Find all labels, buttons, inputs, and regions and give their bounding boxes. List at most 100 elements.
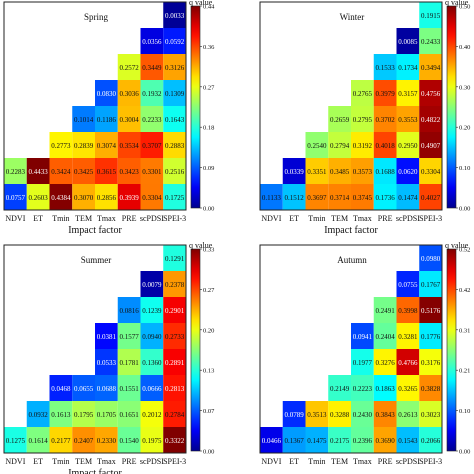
heatmap-cell [117,427,141,453]
x-tick-label: PRE [378,457,393,466]
cell-value-label: 0.0085 [398,38,418,46]
heatmap-cell [163,427,186,453]
colorbar-tick-label: 0.42 [459,287,470,294]
heatmap-cell [396,427,420,453]
heatmap-cell [72,427,95,453]
cell-value-label: 0.0533 [97,359,117,367]
cell-value-label: 0.1863 [376,385,396,393]
heatmap-cell [396,184,420,210]
panel-title: Winter [340,12,365,22]
cell-value-label: 0.0980 [421,255,441,263]
cell-value-label: 0.1915 [421,12,441,20]
colorbar-tick-label: 0.52 [459,247,470,254]
cell-value-label: 0.2891 [165,359,185,367]
cell-value-label: 0.3707 [142,142,162,150]
heatmap-cell [26,401,50,427]
heatmap-cell [373,375,397,401]
heatmap-cell [163,271,186,297]
heatmap-cell [396,158,420,184]
cell-value-label: 0.3304 [142,194,162,202]
cell-value-label: 0.1725 [165,194,185,202]
cell-value-label: 0.1977 [353,359,373,367]
cell-value-label: 0.3979 [376,90,396,98]
colorbar-tick-label: 0.07 [203,408,215,415]
x-tick-label: NDVI [5,457,25,466]
cell-value-label: 0.3423 [120,168,140,176]
heatmap-cell [373,401,397,427]
cell-value-label: 0.1614 [29,437,49,445]
x-tick-label: NDVI [261,214,281,223]
heatmap-cell [373,54,397,80]
heatmap-cell [351,158,374,184]
heatmap-cell [396,271,420,297]
heatmap-cell [49,158,73,184]
cell-value-label: 0.1613 [51,411,71,419]
heatmap-cell [4,427,27,453]
heatmap-cell [140,401,164,427]
cell-value-label: 0.1360 [142,359,162,367]
colorbar-label: q value [445,241,469,250]
cell-value-label: 0.4433 [29,168,49,176]
cell-value-label: 0.3573 [353,168,373,176]
heatmap-cell [373,349,397,375]
cell-value-label: 0.0666 [142,385,162,393]
heatmap-cell [305,184,329,210]
colorbar [446,5,457,209]
cell-value-label: 0.2149 [330,385,350,393]
heatmap-cell [4,184,27,210]
x-tick-label: ET [289,457,299,466]
heatmap-cell [396,132,420,158]
cell-value-label: 0.3304 [421,168,441,176]
cell-value-label: 0.2784 [165,411,185,419]
heatmap-cell [117,80,141,106]
cell-value-label: 0.3425 [74,168,94,176]
heatmap-cell [396,349,420,375]
heatmap-cell [396,375,420,401]
heatmap-cell [140,28,164,54]
heatmap-cell [419,349,442,375]
cell-value-label: 0.3276 [376,359,396,367]
cell-value-label: 0.3288 [330,411,350,419]
heatmap-cell [26,184,50,210]
heatmap-cell [26,427,50,453]
x-tick-label: TEM [75,214,92,223]
cell-value-label: 0.1533 [376,64,396,72]
x-tick-label: SPEI-3 [419,457,442,466]
heatmap-cell [49,375,73,401]
heatmap-panel-winter: 0.1915 0.0085 0.2433 0.1533 0.1734 0.3494 0.27… [259,0,470,236]
heatmap-cell [117,106,141,132]
cell-value-label: 0.1291 [165,255,185,263]
heatmap-cell [72,401,95,427]
heatmap-cell [373,184,397,210]
heatmap-cell [396,106,420,132]
cell-value-label: 0.2175 [330,437,350,445]
heatmap-cell [95,375,118,401]
heatmap-cell [328,106,351,132]
colorbar-tick-label: 0.00 [459,449,470,456]
cell-value-label: 0.2765 [353,90,373,98]
cell-value-label: 0.3828 [421,385,441,393]
colorbar-tick-label: 0.21 [459,368,470,375]
cell-value-label: 0.3714 [330,194,350,202]
cell-value-label: 0.3843 [376,411,396,419]
cell-value-label: 0.2066 [421,437,441,445]
heatmap-cell [140,106,164,132]
cell-value-label: 0.2540 [307,142,327,150]
heatmap-cell [95,427,118,453]
cell-value-label: 0.0339 [285,168,305,176]
heatmap-cell [351,80,374,106]
cell-value-label: 0.1767 [421,281,441,289]
colorbar-label: q value [189,0,213,7]
cell-value-label: 0.1781 [120,359,140,367]
cell-value-label: 0.2795 [353,116,373,124]
heatmap-cell [163,349,186,375]
cell-value-label: 0.1577 [120,333,140,341]
cell-value-label: 0.0789 [285,411,305,419]
cell-value-label: 0.1239 [142,307,162,315]
x-tick-label: Tmax [353,457,372,466]
cell-value-label: 0.2659 [330,116,350,124]
heatmap-cell [117,297,141,323]
heatmap-cell [373,297,397,323]
heatmap-cell [328,401,351,427]
heatmap-cell [419,54,442,80]
